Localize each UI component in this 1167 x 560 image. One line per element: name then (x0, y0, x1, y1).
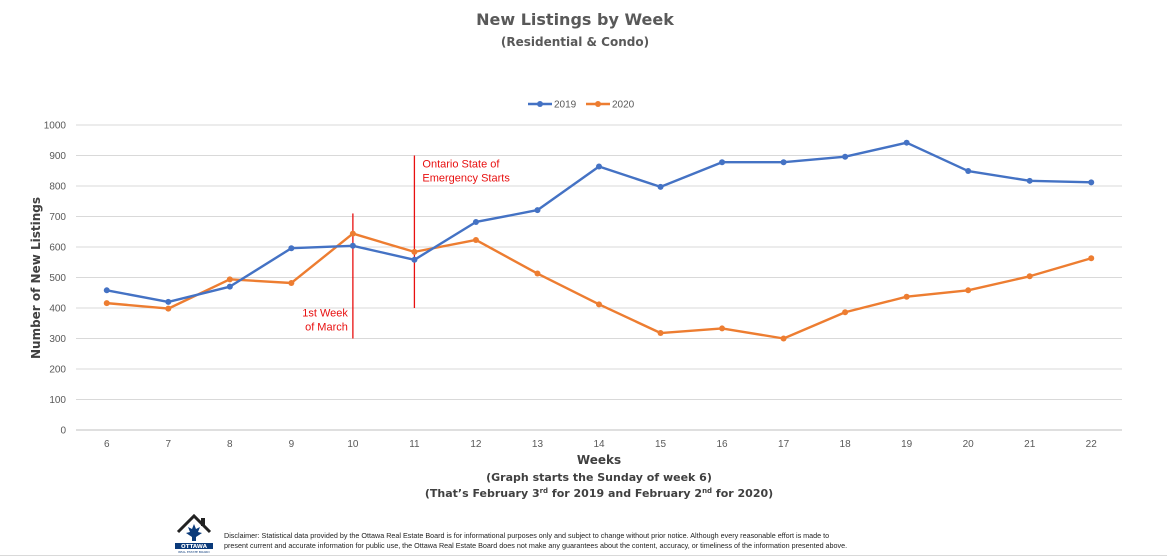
data-point-2020 (411, 248, 418, 255)
x-tick-label: 10 (347, 439, 359, 450)
y-tick-label: 0 (60, 426, 66, 437)
data-point-2019 (165, 298, 172, 305)
data-point-2019 (780, 159, 787, 166)
x-tick-label: 13 (532, 439, 544, 450)
x-tick-label: 22 (1086, 439, 1098, 450)
superscript: nd (702, 487, 712, 495)
x-tick-label: 11 (409, 439, 420, 450)
legend-label-2020: 2020 (612, 100, 635, 111)
data-point-2019 (288, 245, 295, 252)
x-axis-title: Weeks (577, 453, 621, 467)
data-point-2019 (719, 159, 726, 166)
x-tick-label: 7 (166, 439, 172, 450)
data-point-2019 (411, 256, 418, 263)
x-tick-label: 16 (716, 439, 728, 450)
x-tick-label: 17 (778, 439, 790, 450)
data-point-2019 (1026, 177, 1033, 184)
disclaimer-line-2: present current and accurate information… (224, 540, 848, 550)
superscript: rd (540, 487, 548, 495)
annotation-label: Emergency Starts (422, 173, 510, 185)
y-axis-title: Number of New Listings (29, 197, 43, 359)
data-point-2020 (103, 300, 110, 307)
x-tick-label: 14 (593, 439, 605, 450)
legend-label-2019: 2019 (554, 100, 577, 111)
chart: New Listings by Week (Residential & Cond… (29, 10, 1122, 500)
data-point-2020 (596, 301, 602, 308)
data-point-2020 (1088, 255, 1095, 262)
disclaimer: Disclaimer: Statistical data provided by… (224, 531, 1144, 550)
y-tick-label: 400 (49, 304, 66, 315)
logo-text: OTTAWA (181, 544, 208, 550)
data-point-2019 (534, 207, 541, 214)
data-point-2020 (1026, 273, 1033, 280)
legend: 2019 2020 (528, 100, 635, 111)
data-point-2020 (226, 276, 233, 283)
x-tick-label: 8 (227, 439, 233, 450)
y-tick-label: 900 (49, 151, 66, 162)
note-text: for 2020) (712, 487, 773, 500)
data-point-2019 (657, 183, 664, 190)
x-tick-label: 9 (289, 439, 295, 450)
logo-subtext: REAL ESTATE BOARD (178, 550, 210, 554)
x-tick-label: 18 (840, 439, 852, 450)
data-point-2020 (657, 330, 664, 337)
x-tick-label: 20 (963, 439, 975, 450)
gridlines (76, 124, 1122, 431)
data-point-2019 (842, 153, 849, 160)
x-axis-note-2: (That’s February 3rd for 2019 and Februa… (425, 487, 773, 500)
x-tick-label: 6 (104, 439, 110, 450)
data-point-2020 (165, 305, 172, 312)
data-point-2019 (103, 287, 110, 294)
annotation-label: 1st Week (302, 308, 348, 320)
note-text: for 2019 and February 2 (548, 487, 702, 500)
data-point-2020 (349, 230, 356, 237)
x-axis-note-1: (Graph starts the Sunday of week 6) (486, 471, 712, 484)
data-point-2020 (842, 309, 849, 316)
y-tick-label: 300 (49, 334, 66, 345)
data-point-2020 (780, 335, 787, 342)
data-point-2020 (903, 293, 910, 300)
y-tick-label: 600 (49, 243, 66, 254)
legend-marker-2020 (595, 101, 601, 107)
y-tick-label: 1000 (44, 121, 67, 132)
x-tick-label: 21 (1024, 439, 1036, 450)
y-tick-labels: 0 100 200 300 400 500 600 700 800 900 1000 (44, 121, 67, 437)
data-point-2020 (719, 325, 726, 332)
footer: OTTAWA REAL ESTATE BOARD Disclaimer: Sta… (172, 510, 1152, 558)
ottawa-real-estate-board-logo: OTTAWA REAL ESTATE BOARD (175, 513, 213, 554)
data-point-2020 (472, 236, 479, 243)
legend-marker-2019 (537, 101, 543, 107)
chart-subtitle: (Residential & Condo) (501, 35, 649, 49)
x-tick-labels: 6 7 8 9 10 11 12 13 14 15 16 17 18 19 20 21 22 (104, 439, 1097, 450)
data-point-2019 (472, 218, 479, 225)
data-point-2019 (349, 242, 356, 249)
y-tick-label: 100 (49, 395, 66, 406)
data-point-2019 (903, 139, 910, 146)
data-point-2020 (534, 270, 541, 277)
data-point-2019 (1088, 179, 1095, 186)
y-tick-label: 500 (49, 273, 66, 284)
annotation-label: Ontario State of (422, 159, 500, 171)
annotation-label: of March (305, 322, 348, 334)
data-point-2019 (596, 163, 602, 170)
x-tick-label: 15 (655, 439, 667, 450)
data-point-2020 (965, 287, 972, 294)
y-tick-label: 800 (49, 182, 66, 193)
data-point-2020 (288, 279, 295, 286)
y-tick-label: 200 (49, 365, 66, 376)
series-lines (103, 139, 1095, 342)
data-point-2019 (965, 168, 972, 175)
data-point-2019 (226, 283, 233, 290)
note-text: (That’s February 3 (425, 487, 540, 500)
y-tick-label: 700 (49, 212, 66, 223)
x-tick-label: 19 (901, 439, 913, 450)
chart-title: New Listings by Week (476, 10, 674, 29)
bottom-rule (0, 555, 1167, 556)
disclaimer-line-1: Disclaimer: Statistical data provided by… (224, 531, 830, 540)
series-line-2020 (106, 232, 1092, 340)
x-tick-label: 12 (470, 439, 482, 450)
